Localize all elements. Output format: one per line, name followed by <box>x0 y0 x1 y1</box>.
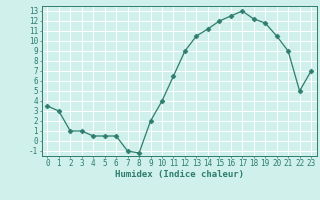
X-axis label: Humidex (Indice chaleur): Humidex (Indice chaleur) <box>115 170 244 179</box>
